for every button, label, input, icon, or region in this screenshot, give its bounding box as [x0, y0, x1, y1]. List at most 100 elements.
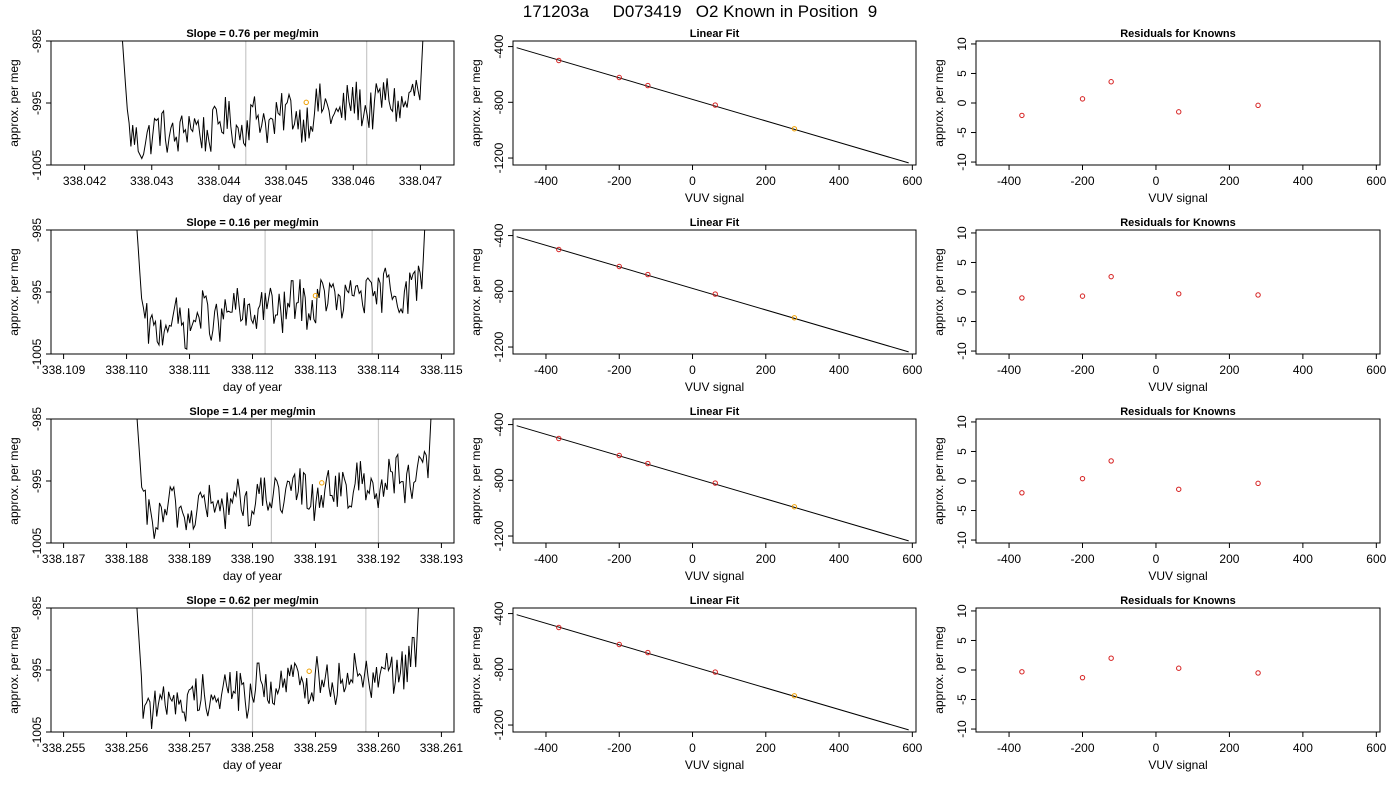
- plot-frame: [512, 229, 917, 355]
- x-tick-label: -400: [997, 552, 1021, 566]
- x-tick-label: 338.113: [294, 363, 337, 377]
- y-tick-label: 10: [955, 415, 969, 429]
- plot-area: [136, 230, 426, 354]
- plot-area: [1019, 79, 1261, 119]
- plot-area: [1019, 458, 1261, 496]
- x-tick-label: 600: [902, 552, 922, 566]
- x-tick-label: 200: [756, 174, 776, 188]
- x-tick-label: 200: [1219, 363, 1239, 377]
- chart-title: Linear Fit: [690, 217, 740, 229]
- y-axis-label: approx. per meg: [932, 59, 946, 146]
- data-point: [1019, 490, 1025, 496]
- highlight-point: [791, 504, 798, 510]
- x-tick-label: 600: [902, 363, 922, 377]
- plot-area: [516, 425, 909, 542]
- x-tick-label: 338.190: [231, 552, 275, 566]
- y-tick-label: -1005: [30, 716, 44, 747]
- chart-panel-11: Linear Fit -400 -200 0 200 400 600 -400 -800 -120…: [469, 595, 923, 772]
- y-tick-label: -800: [492, 468, 506, 492]
- x-axis-label: VUV signal: [1148, 758, 1207, 772]
- x-axis-label: day of year: [223, 191, 282, 205]
- x-axis-label: VUV signal: [1148, 569, 1207, 583]
- figure-title: 171203a D073419 O2 Known in Position 9: [522, 2, 878, 21]
- chart-panel-8: Linear Fit -400 -200 0 200 400 600 -400 -800 -120…: [469, 406, 923, 583]
- y-tick-label: 5: [955, 259, 969, 266]
- y-tick-label: -1005: [30, 149, 44, 180]
- x-tick-label: -200: [607, 363, 631, 377]
- y-tick-label: -985: [30, 407, 44, 431]
- chart-title: Residuals for Knowns: [1120, 28, 1236, 40]
- x-tick-label: 338.189: [168, 552, 212, 566]
- x-tick-label: 338.192: [357, 552, 401, 566]
- x-tick-label: 338.112: [231, 363, 274, 377]
- data-point: [712, 669, 718, 675]
- x-tick-label: -200: [607, 741, 631, 755]
- data-point: [645, 82, 651, 89]
- highlight-point: [319, 480, 325, 486]
- data-point: [1108, 655, 1114, 661]
- y-tick-label: -400: [492, 412, 506, 436]
- plot-frame: [50, 229, 455, 355]
- plot-frame: [512, 40, 917, 166]
- x-tick-label: -400: [534, 363, 558, 377]
- highlight-point: [791, 315, 798, 321]
- chart-panel-10: Slope = 0.62 per meg/min 338.255 338.256 33…: [7, 595, 463, 772]
- x-tick-label: 338.255: [42, 741, 86, 755]
- data-trace: [121, 41, 424, 160]
- x-tick-label: -400: [534, 741, 558, 755]
- y-tick-label: -5: [955, 127, 969, 138]
- y-tick-label: -1005: [30, 338, 44, 369]
- chart-title: Linear Fit: [690, 28, 740, 40]
- chart-title: Slope = 0.16 per meg/min: [186, 217, 319, 229]
- y-tick-label: -1005: [30, 527, 44, 558]
- data-point: [1176, 665, 1182, 671]
- x-tick-label: 338.115: [420, 363, 463, 377]
- y-axis-label: approx. per meg: [7, 248, 21, 335]
- x-tick-label: 400: [829, 552, 849, 566]
- x-tick-label: 338.187: [42, 552, 86, 566]
- data-point: [712, 102, 718, 108]
- plot-frame: [50, 607, 455, 733]
- x-axis-label: day of year: [223, 569, 282, 583]
- x-axis-label: VUV signal: [685, 380, 744, 394]
- x-tick-label: 200: [1219, 174, 1239, 188]
- y-tick-label: -10: [955, 531, 969, 549]
- data-point: [1176, 486, 1182, 492]
- chart-title: Residuals for Knowns: [1120, 595, 1236, 607]
- data-trace: [136, 230, 426, 351]
- x-tick-label: 200: [1219, 741, 1239, 755]
- y-axis-label: approx. per meg: [469, 248, 483, 335]
- chart-title: Residuals for Knowns: [1120, 217, 1236, 229]
- x-tick-label: 338.114: [357, 363, 400, 377]
- x-tick-label: -200: [1070, 552, 1094, 566]
- data-point: [556, 57, 562, 64]
- x-tick-label: 0: [689, 174, 696, 188]
- y-tick-label: -400: [492, 34, 506, 58]
- data-point: [1255, 480, 1261, 487]
- y-tick-label: 0: [955, 477, 969, 484]
- x-tick-label: 600: [1366, 552, 1386, 566]
- x-tick-label: 338.258: [231, 741, 275, 755]
- y-axis-label: approx. per meg: [7, 59, 21, 146]
- data-point: [1255, 292, 1261, 298]
- x-tick-label: 600: [1366, 741, 1386, 755]
- data-point: [1079, 293, 1086, 299]
- x-tick-label: 338.191: [294, 552, 338, 566]
- x-tick-label: -400: [534, 552, 558, 566]
- x-tick-label: 400: [1293, 174, 1313, 188]
- y-tick-label: -10: [955, 720, 969, 738]
- x-tick-label: -400: [997, 174, 1021, 188]
- y-tick-label: 0: [955, 288, 969, 295]
- x-axis-label: VUV signal: [1148, 191, 1207, 205]
- x-tick-label: 338.259: [294, 741, 338, 755]
- y-tick-label: -985: [30, 596, 44, 620]
- data-point: [1255, 102, 1261, 109]
- data-point: [556, 246, 562, 253]
- x-tick-label: 338.257: [168, 741, 212, 755]
- y-tick-label: -985: [30, 218, 44, 242]
- plot-frame: [975, 418, 1381, 544]
- x-tick-label: 0: [1153, 363, 1160, 377]
- x-axis-label: day of year: [223, 758, 282, 772]
- x-axis-label: VUV signal: [685, 758, 744, 772]
- plot-area: [516, 614, 909, 731]
